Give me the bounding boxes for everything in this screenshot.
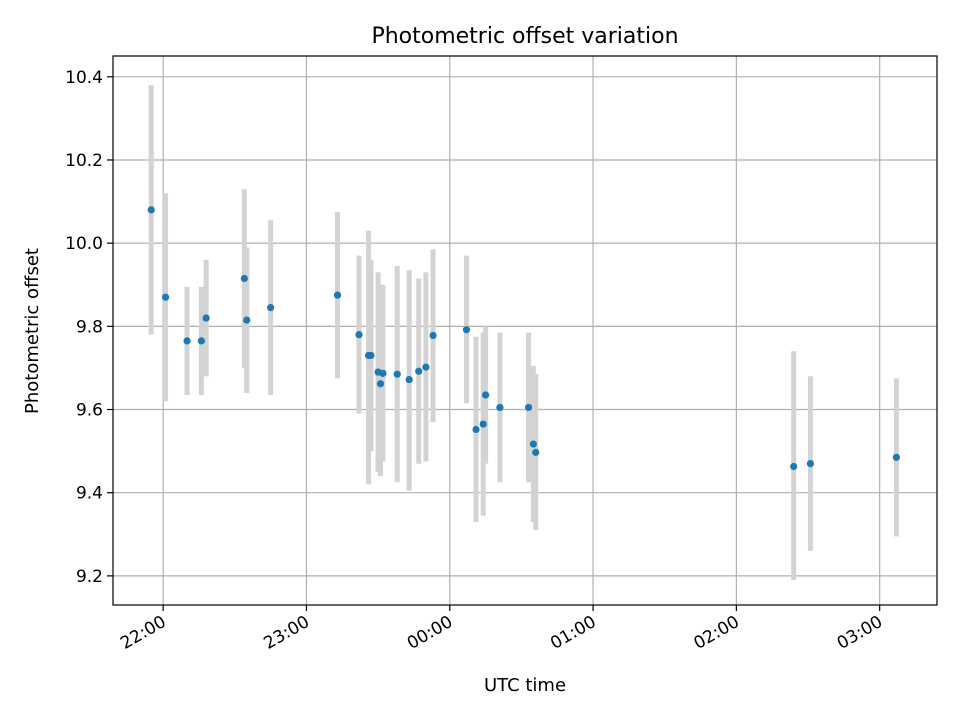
plot-frame — [112, 55, 938, 606]
y-tick-label: 9.2 — [76, 567, 103, 587]
data-point — [405, 375, 413, 384]
data-point — [333, 291, 342, 299]
y-tick-label: 10.4 — [65, 68, 103, 88]
data-point — [393, 370, 401, 378]
x-tick-label: 01:00 — [547, 612, 599, 654]
data-point — [240, 274, 248, 283]
x-axis-label: UTC time — [484, 675, 566, 696]
data-point — [481, 391, 490, 399]
x-axis-ticks: 22:00 23:00 00:00 01:00 02:00 03:00 — [117, 605, 886, 654]
x-tick-label: 00:00 — [404, 612, 456, 654]
data-point — [524, 403, 533, 412]
x-tick-label: 02:00 — [690, 612, 742, 654]
data-point — [243, 316, 251, 324]
y-tick-label: 9.4 — [76, 484, 103, 504]
error-bars — [148, 85, 899, 581]
data-point — [806, 459, 815, 468]
y-tick-label: 9.8 — [76, 317, 103, 337]
chart-title: Photometric offset variation — [371, 24, 678, 49]
data-point — [892, 453, 900, 461]
data-point — [183, 337, 191, 345]
data-point — [376, 380, 385, 388]
x-tick-label: 03:00 — [834, 612, 886, 654]
grid — [113, 56, 937, 605]
data-point — [202, 314, 210, 322]
data-points — [147, 206, 900, 471]
data-point — [355, 331, 363, 339]
data-point — [472, 425, 480, 434]
data-point — [479, 420, 487, 428]
data-point — [197, 337, 205, 345]
x-tick-label: 23:00 — [261, 612, 313, 654]
data-point — [367, 351, 375, 360]
data-point — [532, 448, 540, 456]
data-point — [379, 369, 387, 377]
y-tick-label: 10.0 — [65, 234, 103, 254]
y-tick-label: 9.6 — [76, 401, 103, 421]
data-point — [267, 304, 275, 312]
data-point — [422, 363, 430, 371]
data-point — [462, 326, 471, 334]
y-axis-ticks: 9.2 9.4 9.6 9.8 10.0 10.2 10.4 — [65, 68, 113, 587]
data-point — [429, 331, 437, 340]
x-tick-label: 22:00 — [117, 612, 169, 654]
data-point — [529, 440, 537, 448]
data-point — [147, 206, 155, 214]
data-point — [496, 403, 504, 412]
data-point — [415, 367, 423, 375]
data-point — [790, 462, 798, 471]
data-point — [161, 293, 170, 301]
y-axis-label: Photometric offset — [22, 248, 43, 414]
y-tick-label: 10.2 — [65, 151, 103, 171]
